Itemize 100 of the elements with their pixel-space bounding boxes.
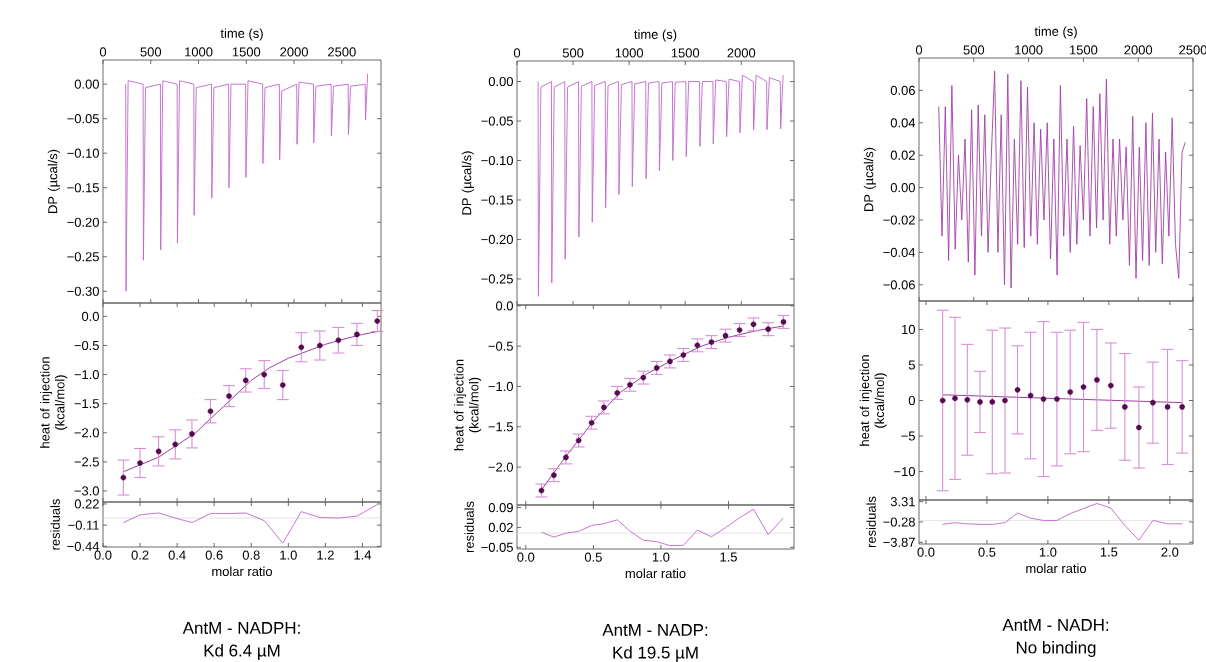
x-tick-label: 1.0 [652, 552, 670, 562]
point [667, 358, 673, 365]
point [588, 419, 595, 426]
y-tick-label: −0.05 [481, 542, 513, 552]
y-axis-title: DP (µcal/s) [47, 149, 60, 213]
point [1002, 397, 1008, 404]
y-tick-label: −0.25 [481, 274, 513, 284]
point [172, 441, 179, 448]
x-tick-label: 2500 [1179, 45, 1206, 55]
x-axis-title: time (s) [220, 28, 263, 41]
x-tick-label: 1000 [615, 48, 644, 58]
x-tick-label: 2000 [1124, 45, 1153, 55]
point [120, 474, 127, 481]
point [575, 437, 582, 444]
y-tick-label: −1.0 [74, 369, 99, 380]
point [538, 487, 545, 494]
y-tick-label: −0.06 [883, 280, 915, 290]
point [374, 318, 381, 324]
point [1179, 404, 1185, 410]
y-tick-label: 0.0 [81, 311, 99, 321]
y-tick-label: −0.15 [481, 195, 513, 205]
point [137, 460, 143, 466]
point [1164, 404, 1171, 410]
y-axis-title: residuals [464, 501, 474, 553]
y-tick-label: −1.5 [488, 422, 513, 432]
x-tick-label: 0.0 [94, 550, 112, 560]
point [653, 365, 660, 371]
y-tick-label: 0.00 [488, 76, 513, 87]
x-tick-label: 0.8 [242, 550, 260, 560]
point [780, 319, 787, 325]
x-tick-label: 1500 [1069, 45, 1098, 55]
x-tick-label: 1000 [185, 47, 213, 57]
x-tick-label: 1500 [671, 48, 700, 58]
x-tick-label: 2500 [328, 47, 356, 57]
point [1040, 396, 1047, 402]
y-tick-label: −0.5 [74, 340, 99, 351]
x-axis-title: molar ratio [212, 566, 273, 577]
y-axis-title: heat of injection (kcal/mol) [454, 359, 482, 451]
point [614, 390, 621, 396]
point [750, 321, 757, 328]
y-tick-label: −0.10 [481, 155, 513, 166]
y-axis-title: heat of injection (kcal/mol) [859, 355, 887, 446]
y-tick-label: 10 [902, 324, 915, 335]
y-tick-label: 0.22 [74, 499, 99, 509]
y-axis-title: DP (µcal/s) [863, 147, 876, 211]
y-tick-label: −0.25 [67, 252, 99, 262]
point [226, 393, 232, 399]
point [242, 377, 249, 384]
y-tick-label: 5 [908, 360, 915, 370]
text: AntM - NADP: [602, 624, 708, 636]
point [680, 352, 687, 358]
point [708, 339, 715, 345]
y-axis-title: residuals [50, 499, 60, 550]
y-tick-label: −0.05 [67, 114, 99, 124]
y-tick-label: −0.10 [67, 148, 99, 158]
text: AntM - NADPH: [182, 622, 300, 634]
y-axis-title: heat of injection (kcal/mol) [40, 357, 68, 448]
point [1150, 399, 1156, 406]
point [1080, 384, 1087, 390]
point [1094, 377, 1100, 383]
x-axis-title: molar ratio [1026, 563, 1087, 574]
y-tick-label: −0.04 [883, 247, 916, 257]
point [207, 408, 214, 415]
point [1122, 404, 1128, 410]
point [1027, 392, 1034, 399]
y-tick-label: 0.00 [74, 79, 99, 89]
point [977, 399, 983, 405]
point [736, 327, 743, 333]
y-tick-label: −5 [901, 431, 915, 441]
x-tick-label: 0.5 [978, 547, 996, 557]
y-tick-label: 0 [908, 395, 915, 406]
line-series [122, 504, 378, 544]
y-tick-label: 0.09 [488, 502, 513, 513]
x-tick-label: 1.0 [1039, 547, 1057, 557]
line-series [541, 508, 784, 547]
line-series [125, 73, 369, 292]
y-tick-label: 0.02 [488, 522, 513, 533]
y-tick-label: −1.5 [74, 399, 99, 409]
y-tick-label: −3.0 [74, 486, 99, 496]
x-tick-label: 1.5 [720, 552, 737, 562]
y-tick-label: −2.5 [74, 457, 99, 467]
point [298, 344, 305, 351]
y-tick-label: −0.30 [67, 286, 99, 296]
y-tick-label: −0.11 [68, 520, 99, 530]
y-tick-label: 0.02 [890, 150, 915, 160]
y-tick-label: −2.0 [488, 462, 513, 472]
y-tick-label: −2.0 [74, 428, 99, 438]
x-tick-label: 1.0 [280, 550, 297, 560]
x-tick-label: 0 [915, 45, 923, 55]
y-tick-label: 0.06 [890, 85, 915, 95]
text: AntM - NADH: [1002, 619, 1109, 631]
x-tick-label: 1.5 [1100, 547, 1118, 557]
point [964, 397, 971, 403]
x-tick-label: 0.2 [131, 550, 149, 560]
point [155, 448, 162, 455]
y-tick-label: −0.20 [67, 217, 99, 227]
point [279, 382, 286, 388]
y-tick-label: 0.04 [890, 118, 916, 128]
x-tick-label: 2000 [280, 47, 308, 57]
x-tick-label: 1500 [232, 47, 261, 57]
